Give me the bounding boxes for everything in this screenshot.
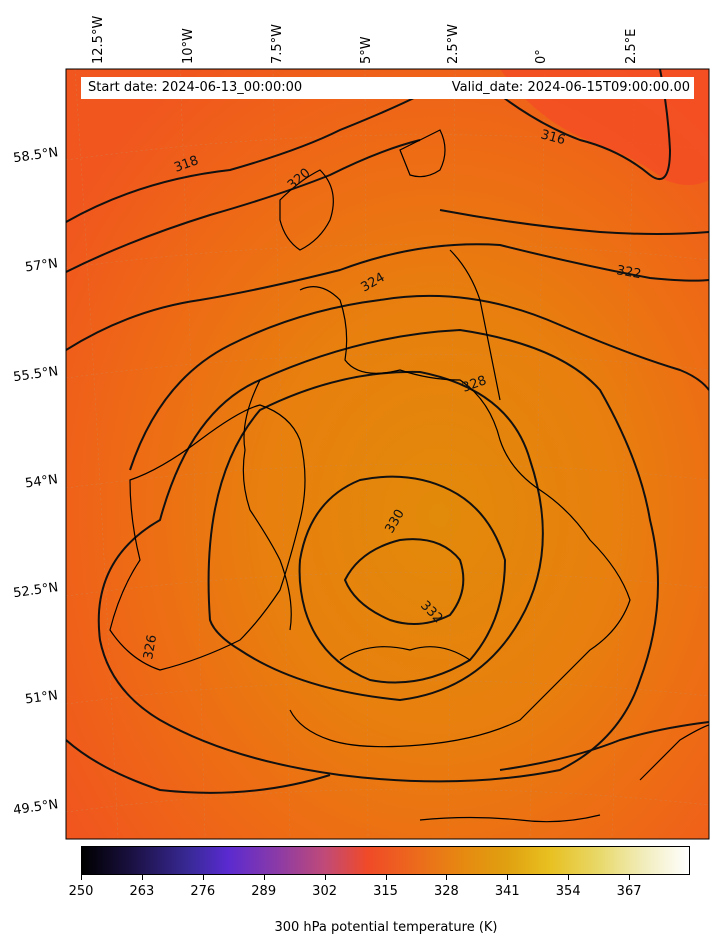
- contour-label-316: 316: [539, 127, 567, 148]
- lon-label-12-5w: 12.5°W: [91, 15, 106, 64]
- colorbar-tick-label-328: 328: [433, 884, 459, 899]
- contour-label-322: 322: [615, 263, 642, 282]
- colorbar-tick-354: [568, 875, 570, 880]
- temperature-field: [66, 69, 709, 839]
- colorbar-tick-341: [507, 875, 509, 880]
- colorbar-tick-label-250: 250: [68, 884, 94, 899]
- colorbar-tick-276: [202, 875, 204, 880]
- colorbar-tick-label-341: 341: [494, 884, 520, 899]
- colorbar-tick-label-354: 354: [555, 884, 581, 899]
- colorbar-tick-289: [263, 875, 265, 880]
- colorbar-tick-328: [446, 875, 448, 880]
- colorbar-tick-367: [629, 875, 631, 880]
- gridlines: [66, 69, 709, 839]
- start-date-label: Start date: 2024-06-13_00:00:00: [81, 77, 388, 99]
- colorbar-tick-label-302: 302: [312, 884, 338, 899]
- colorbar-tick-315: [385, 875, 387, 880]
- valid-date-label: Valid_date: 2024-06-15T09:00:00.00: [380, 77, 694, 99]
- lon-label-7-5w: 7.5°W: [270, 23, 285, 64]
- colorbar-title: 300 hPa potential temperature (K): [274, 920, 498, 935]
- colorbar-tick-label-263: 263: [129, 884, 155, 899]
- colorbar-tick-label-276: 276: [190, 884, 216, 899]
- lon-label-0: 0°: [534, 49, 549, 64]
- lon-label-2-5e: 2.5°E: [624, 28, 639, 64]
- map-frame: [65, 68, 710, 840]
- contour-label-326: 326: [141, 634, 160, 661]
- coastlines: [109, 129, 709, 823]
- colorbar-tick-263: [141, 875, 143, 880]
- colorbar-tick-label-315: 315: [373, 884, 398, 899]
- lon-label-2-5w: 2.5°W: [446, 23, 461, 64]
- colorbar-tick-label-367: 367: [616, 884, 642, 899]
- lon-label-10w: 10°W: [181, 28, 196, 64]
- colorbar: [81, 846, 690, 875]
- isentrope-contours: [66, 69, 709, 794]
- colorbar-tick-250: [81, 875, 82, 880]
- colorbar-tick-label-289: 289: [251, 884, 277, 899]
- lon-label-5w: 5°W: [359, 36, 374, 64]
- colorbar-tick-302: [324, 875, 326, 880]
